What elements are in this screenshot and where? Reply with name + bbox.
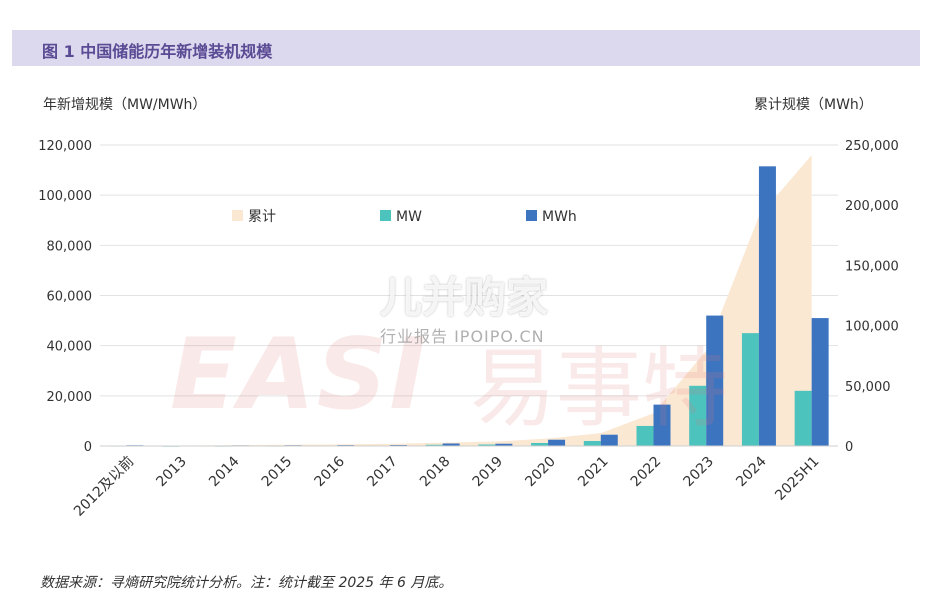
bar-mw [583,440,601,446]
left-tick-label: 60,000 [47,290,93,305]
source-note: 数据来源：寻熵研究院统计分析。注：统计截至 2025 年 6 月底。 [40,575,453,591]
right-tick-label: 250,000 [845,139,899,154]
x-tick-label: 2020 [522,454,559,491]
left-axis-title: 年新增规模（MW/MWh） [43,97,207,113]
right-tick-label: 0 [845,440,853,455]
bar-mwh [600,434,618,446]
bar-mwh [389,444,407,446]
bar-mw [425,444,443,446]
left-tick-label: 100,000 [38,189,92,204]
right-tick-label: 100,000 [845,320,899,335]
left-tick-label: 0 [84,440,92,455]
x-tick-label: 2024 [733,453,770,490]
x-tick-label: 2025H1 [772,454,822,504]
chart-canvas: 0 20,000 40,000 60,000 80,000 100,000 120,000 0… [38,139,899,520]
bar-mwh [653,404,671,446]
bar-mwh [758,166,776,446]
left-tick-label: 80,000 [47,239,93,254]
x-tick-label: 2019 [470,454,507,491]
header-bar: 图 1 中国储能历年新增装机规模 [12,30,920,66]
x-tick-label: 2015 [259,454,296,491]
legend-swatch [380,210,391,221]
x-tick-label: 2014 [206,453,243,490]
left-tick-label: 20,000 [47,390,93,405]
x-tick-label: 2013 [153,454,190,491]
right-tick-label: 50,000 [845,380,891,395]
right-tick-label: 200,000 [845,199,899,214]
figure-title: 图 1 中国储能历年新增装机规模 [42,42,273,61]
legend-label: MW [396,209,422,225]
bar-mwh [495,443,513,446]
bar-mwh [548,439,566,446]
bar-mw [794,390,812,446]
bar-mw [689,385,707,446]
bar-mw [531,442,549,446]
x-tick-label: 2023 [681,454,718,491]
bar-mwh [706,315,724,446]
x-tick-label: 2017 [364,454,401,491]
left-tick-label: 120,000 [38,139,92,154]
bar-mw [478,444,496,446]
bar-mwh [811,318,829,446]
legend-label: MWh [542,209,577,225]
left-tick-label: 40,000 [47,340,93,355]
bar-mw [636,425,654,446]
x-tick-label: 2018 [417,454,454,491]
x-tick-label: 2016 [312,453,349,490]
legend-swatch [526,210,537,221]
legend-swatch [232,210,243,221]
right-axis-title: 累计规模（MWh） [754,97,873,113]
legend-label: 累计 [248,209,276,225]
x-tick-label: 2022 [628,454,665,491]
x-tick-label: 2021 [575,454,612,491]
bar-mw [741,333,759,446]
bar-mwh [442,443,460,446]
x-tick-label: 2012及以前 [70,453,137,520]
right-tick-label: 150,000 [845,259,899,274]
